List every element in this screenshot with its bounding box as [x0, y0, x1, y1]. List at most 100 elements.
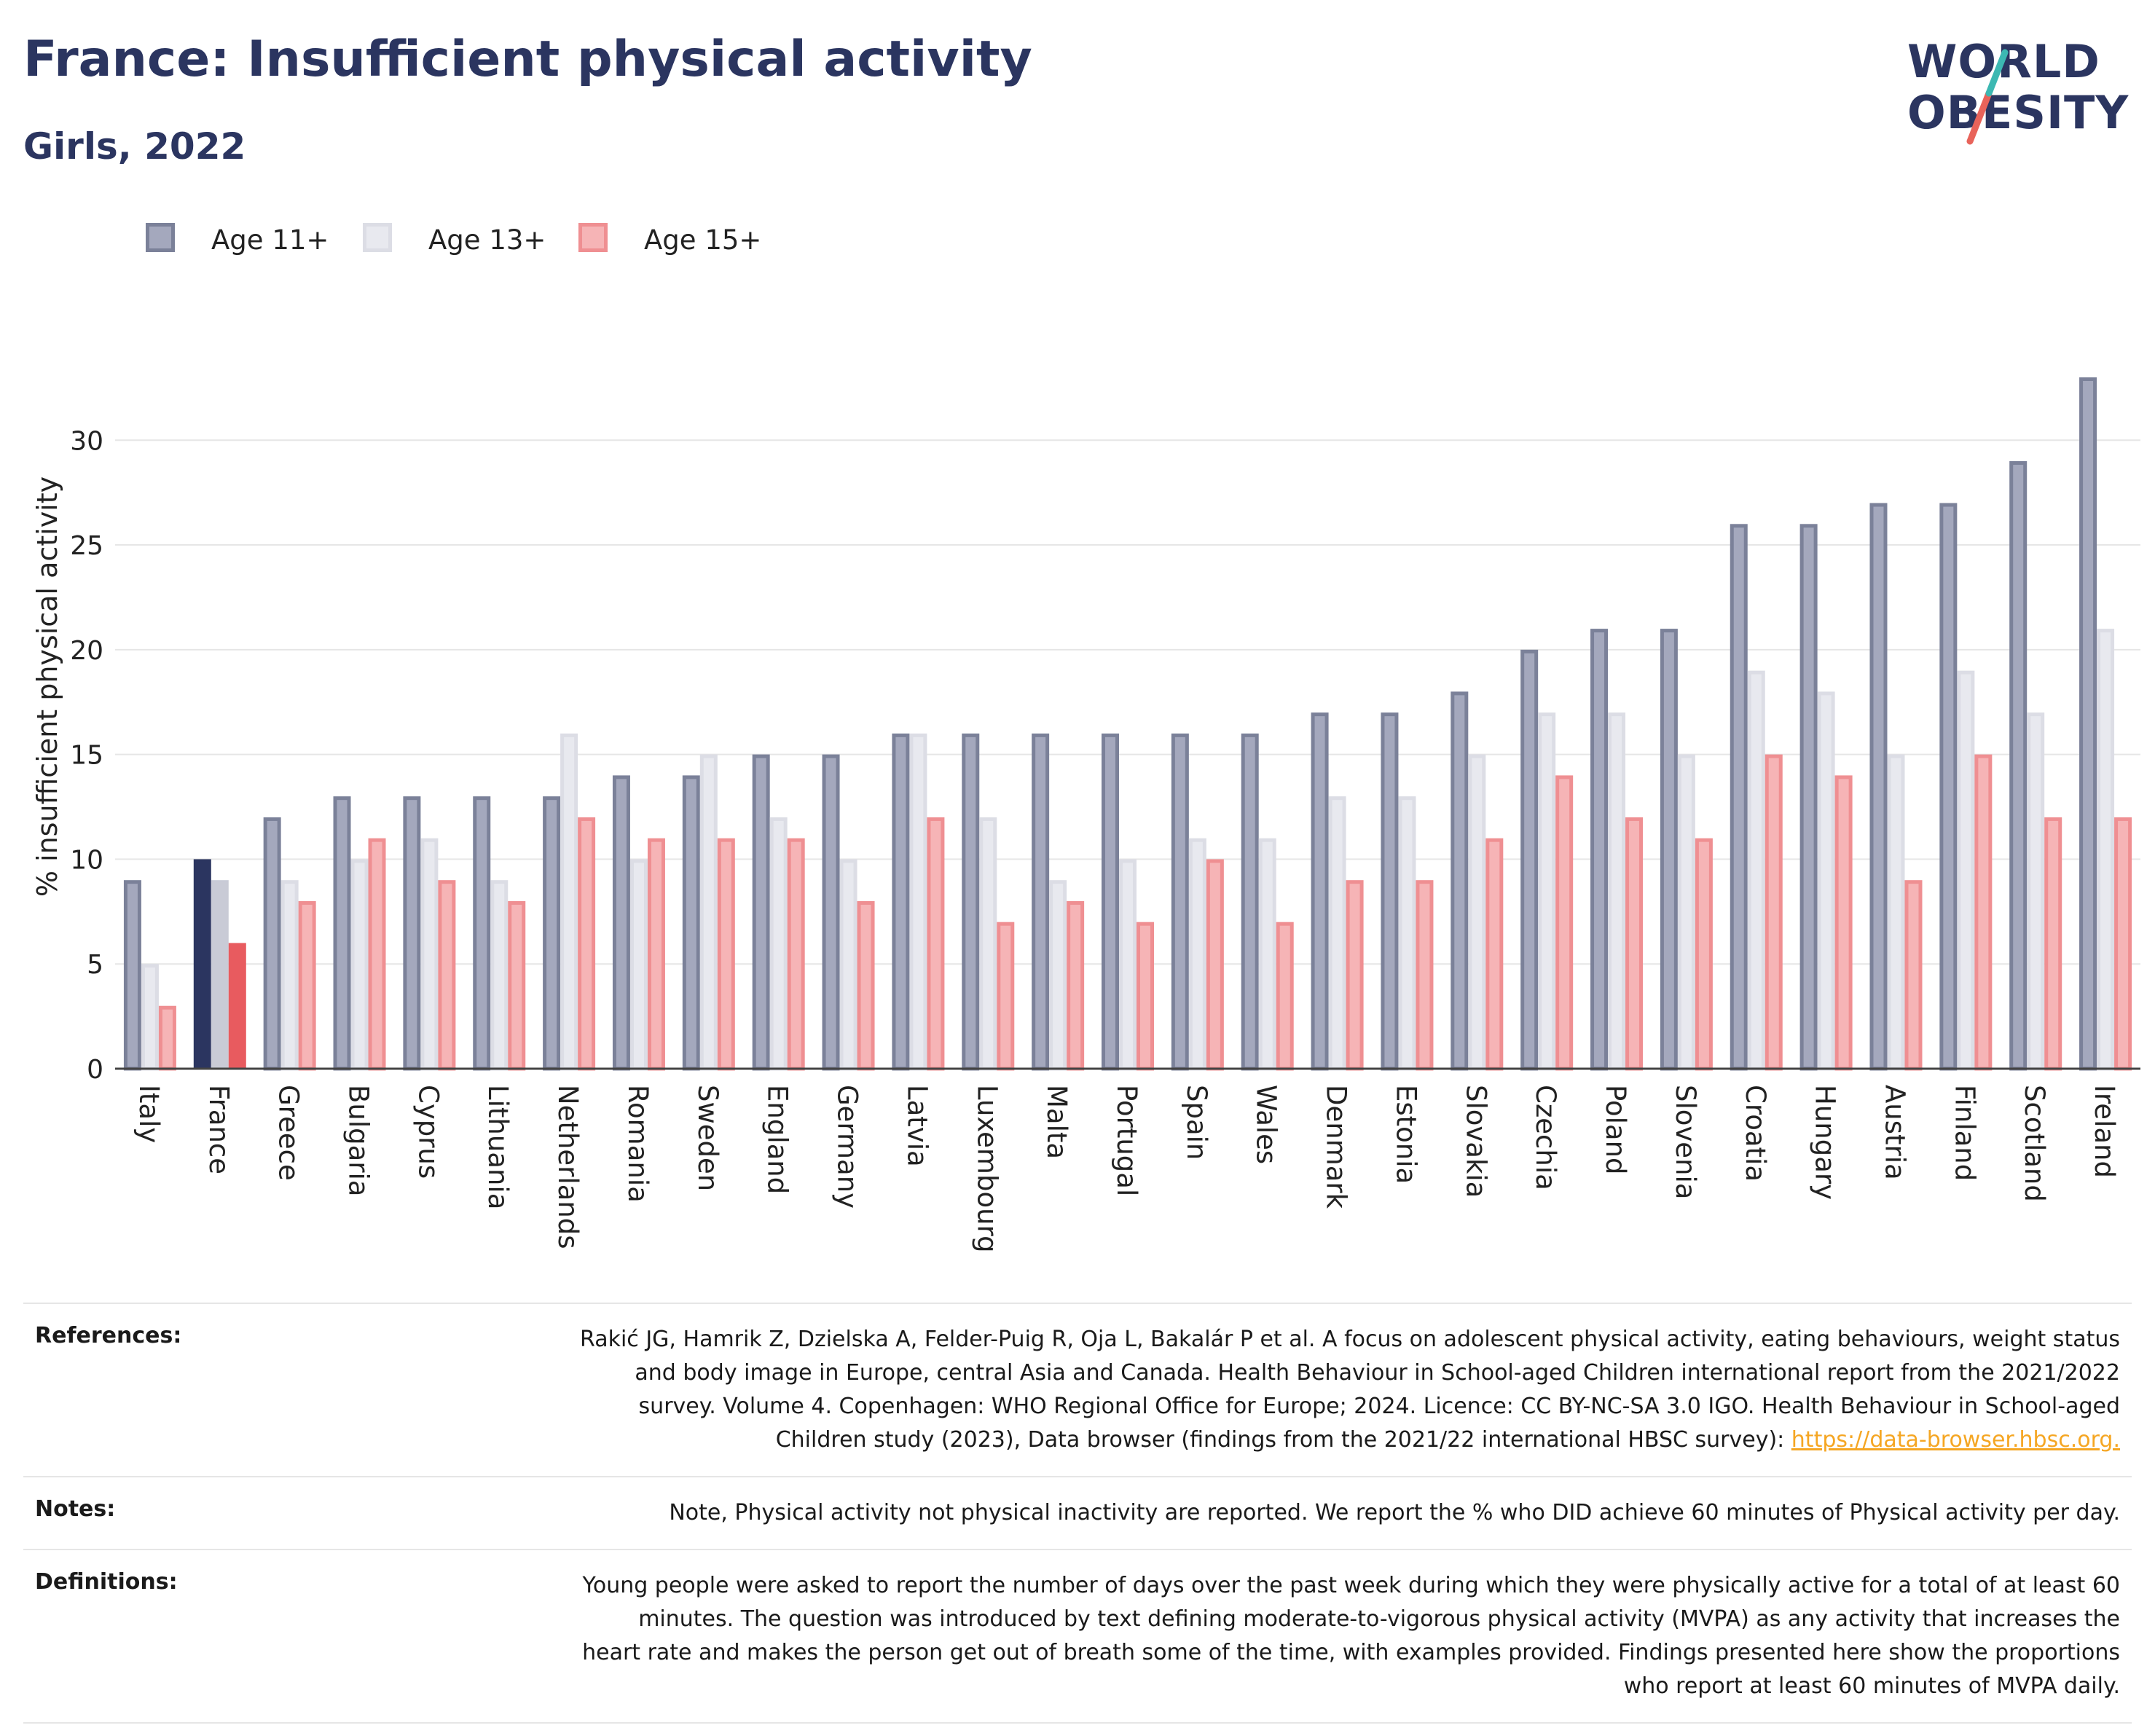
y-tick-label: 10: [70, 845, 103, 875]
x-tick-label-hungary: Hungary: [1810, 1085, 1841, 1200]
bar-luxembourg-series-3: [997, 922, 1015, 1071]
y-axis-label: % insufficient physical activity: [31, 476, 63, 897]
y-tick-label: 25: [70, 531, 103, 561]
definitions-text: Young people were asked to report the nu…: [582, 1573, 2120, 1699]
chart-footer: References: Rakić JG, Hamrik Z, Dzielska…: [23, 1303, 2132, 1724]
bar-greece-series-1: [263, 817, 281, 1071]
bar-romania-series-1: [612, 775, 630, 1071]
bar-latvia-series-2: [909, 733, 927, 1071]
bar-italy-series-1: [123, 880, 141, 1071]
bar-wales-series-3: [1276, 922, 1294, 1071]
x-tick-label-latvia: Latvia: [901, 1085, 933, 1167]
bar-chart: 0 5 10 15 20 25 30% insufficient physical acti…: [31, 377, 2140, 1253]
bar-czechia-series-2: [1538, 712, 1556, 1071]
bar-england-series-1: [752, 754, 770, 1071]
world-obesity-logo: WORLD OBESITY: [1907, 35, 2139, 159]
bar-germany-series-2: [839, 859, 857, 1071]
y-tick-label: 5: [87, 950, 103, 980]
y-tick-label: 15: [70, 741, 103, 771]
x-tick-label-estonia: Estonia: [1390, 1085, 1421, 1184]
legend-swatch-age15: [578, 223, 608, 252]
bar-sweden-series-3: [717, 838, 735, 1071]
bar-hungary-series-1: [1799, 524, 1818, 1071]
bar-slovenia-series-1: [1660, 629, 1678, 1071]
y-tick-label: 0: [87, 1055, 103, 1085]
bar-wales-series-1: [1241, 733, 1259, 1071]
x-tick-label-lithuania: Lithuania: [482, 1085, 514, 1209]
bar-croatia-series-2: [1747, 670, 1765, 1071]
y-tick-label: 20: [70, 636, 103, 666]
bar-poland-series-2: [1608, 712, 1626, 1071]
logo-line-2: OBESITY: [1907, 86, 2130, 139]
x-tick-label-croatia: Croatia: [1740, 1085, 1771, 1182]
bar-france-series-1: [193, 859, 211, 1069]
x-tick-label-romania: Romania: [622, 1085, 653, 1203]
bar-czechia-series-1: [1520, 649, 1539, 1071]
bar-ireland-series-1: [2079, 377, 2097, 1071]
bar-austria-series-1: [1869, 503, 1888, 1071]
x-tick-label-slovakia: Slovakia: [1460, 1085, 1491, 1198]
bar-romania-series-3: [647, 838, 665, 1071]
bar-wales-series-2: [1258, 838, 1276, 1071]
bar-slovenia-series-3: [1695, 838, 1713, 1071]
bar-italy-series-3: [158, 1005, 176, 1071]
bar-england-series-2: [769, 817, 788, 1071]
bar-portugal-series-1: [1102, 733, 1119, 1071]
notes-row: Notes: Note, Physical activity not physi…: [23, 1476, 2132, 1549]
references-label: References:: [35, 1323, 182, 1348]
bar-lithuania-series-1: [473, 796, 491, 1071]
legend-label-age15: Age 15+: [644, 224, 762, 256]
bar-croatia-series-1: [1730, 524, 1748, 1071]
bar-germany-series-1: [822, 754, 840, 1071]
notes-text: Note, Physical activity not physical ina…: [669, 1500, 2120, 1525]
x-tick-label-austria: Austria: [1879, 1085, 1910, 1180]
bar-austria-series-3: [1904, 880, 1923, 1071]
bar-cyprus-series-3: [438, 880, 456, 1071]
bar-slovakia-series-2: [1468, 754, 1486, 1071]
bar-czechia-series-3: [1555, 775, 1574, 1071]
bar-finland-series-1: [1939, 503, 1958, 1071]
bar-malta-series-1: [1032, 733, 1050, 1071]
x-tick-label-greece: Greece: [273, 1085, 305, 1181]
bar-germany-series-3: [857, 900, 875, 1071]
bar-hungary-series-3: [1834, 775, 1853, 1071]
x-tick-label-italy: Italy: [133, 1085, 165, 1143]
bar-lithuania-series-3: [508, 900, 526, 1071]
bar-lithuania-series-2: [490, 880, 509, 1071]
hbsc-data-browser-link[interactable]: https://data-browser.hbsc.org.: [1791, 1427, 2120, 1453]
x-tick-label-poland: Poland: [1600, 1085, 1631, 1175]
bar-poland-series-3: [1625, 817, 1644, 1071]
bar-bulgaria-series-1: [333, 796, 351, 1071]
x-tick-label-slovenia: Slovenia: [1670, 1085, 1701, 1199]
bar-france-series-2: [211, 880, 229, 1069]
bar-sweden-series-2: [699, 754, 718, 1071]
bar-bulgaria-series-2: [350, 859, 369, 1071]
bar-romania-series-2: [629, 859, 648, 1071]
bar-spain-series-2: [1188, 838, 1206, 1071]
bar-bulgaria-series-3: [368, 838, 386, 1071]
bar-luxembourg-series-2: [979, 817, 997, 1071]
references-text-block: Rakić JG, Hamrik Z, Dzielska A, Felder-P…: [577, 1323, 2120, 1457]
x-tick-label-czechia: Czechia: [1530, 1085, 1561, 1190]
bar-france-series-3: [228, 943, 246, 1069]
x-tick-label-france: France: [203, 1085, 235, 1174]
x-tick-label-sweden: Sweden: [692, 1085, 723, 1191]
bar-greece-series-2: [280, 880, 299, 1071]
bar-spain-series-1: [1171, 733, 1189, 1071]
bar-scotland-series-3: [2044, 817, 2062, 1071]
bar-malta-series-2: [1049, 880, 1067, 1071]
bar-cyprus-series-2: [420, 838, 439, 1071]
references-row: References: Rakić JG, Hamrik Z, Dzielska…: [23, 1303, 2132, 1476]
bar-netherlands-series-2: [560, 733, 578, 1071]
bar-hungary-series-2: [1817, 691, 1835, 1071]
legend-label-age13: Age 13+: [428, 224, 546, 256]
bar-scotland-series-2: [2027, 712, 2045, 1071]
x-tick-label-spain: Spain: [1181, 1085, 1212, 1160]
y-tick-label: 30: [70, 426, 103, 456]
bar-poland-series-1: [1590, 629, 1609, 1071]
logo-slash-icon: [1966, 49, 2009, 145]
x-tick-label-england: England: [762, 1085, 793, 1194]
bar-england-series-3: [787, 838, 805, 1071]
bar-greece-series-3: [298, 900, 316, 1071]
legend-swatch-age11: [146, 223, 175, 252]
